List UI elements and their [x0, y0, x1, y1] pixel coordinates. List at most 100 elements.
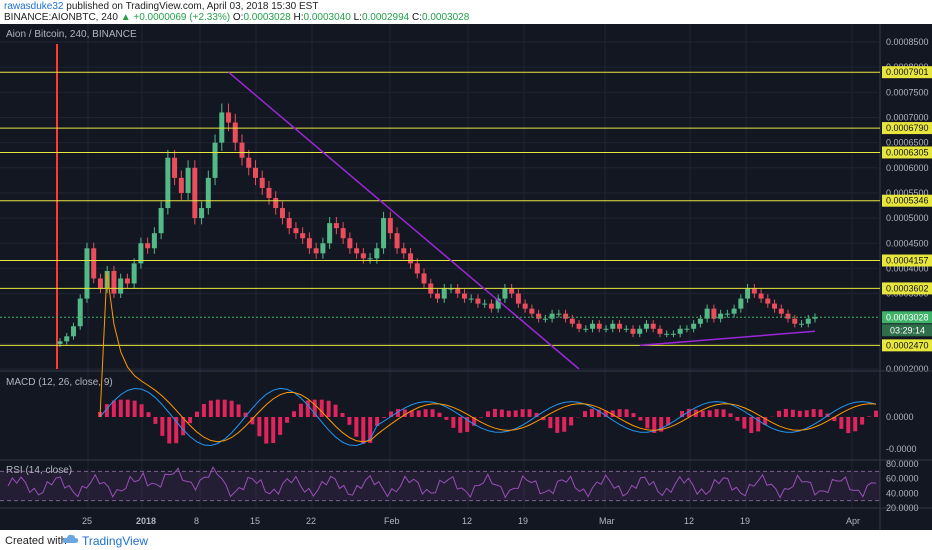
macd-histogram-bar — [589, 408, 594, 417]
macd-histogram-bar — [624, 409, 629, 417]
candle-body — [84, 248, 90, 299]
time-tick-label: 2018 — [136, 516, 156, 526]
candle-body — [306, 238, 312, 249]
level-price-label: 0.0005346 — [886, 196, 929, 206]
candle-body — [556, 313, 562, 315]
candle-body — [738, 298, 744, 309]
candle-body — [731, 308, 737, 314]
author-link[interactable]: rawasduke32 — [4, 1, 64, 12]
macd-histogram-bar — [797, 410, 802, 417]
candle-body — [468, 298, 474, 300]
level-price-tag — [882, 339, 932, 352]
macd-histogram-bar — [479, 417, 484, 418]
macd-histogram-bar — [874, 410, 878, 417]
macd-histogram-bar — [167, 417, 172, 444]
rsi-tick-label: 40.0000 — [886, 488, 919, 498]
macd-histogram-bar — [395, 408, 400, 417]
level-price-tag — [882, 194, 932, 207]
price-tick-label: 0.0004000 — [886, 263, 929, 273]
macd-histogram-bar — [174, 417, 179, 444]
macd-histogram-bar — [104, 404, 109, 417]
candle-body — [603, 328, 609, 330]
macd-histogram-bar — [375, 417, 380, 427]
macd-histogram-bar — [111, 400, 116, 417]
high-value: 0.0003040 — [303, 12, 351, 23]
candle-body — [778, 308, 784, 314]
time-tick-label: Apr — [846, 516, 860, 526]
macd-histogram-bar — [839, 417, 844, 429]
price-tick-label: 0.0007000 — [886, 113, 929, 123]
candle-body — [724, 313, 730, 315]
level-price-tag — [882, 122, 932, 135]
macd-histogram-bar — [250, 417, 255, 425]
macd-histogram-bar — [790, 409, 795, 417]
price-tick-label: 0.0004500 — [886, 238, 929, 248]
candle-body — [421, 273, 427, 284]
level-price-label: 0.0007901 — [886, 67, 929, 77]
close-value: 0.0003028 — [422, 12, 470, 23]
rsi-title: RSI (14, close) — [6, 465, 72, 476]
macd-histogram-bar — [631, 413, 636, 417]
macd-histogram-bar — [728, 413, 733, 417]
candle-body — [542, 318, 548, 320]
candle-body — [138, 243, 144, 264]
candle-body — [502, 288, 508, 299]
candle-body — [461, 293, 467, 299]
candle-body — [104, 270, 110, 289]
symbol-label: BINANCE:AIONBTC, 240 — [4, 12, 118, 23]
macd-histogram-bar — [354, 417, 359, 437]
candle-body — [367, 258, 373, 260]
macd-histogram-bar — [402, 409, 407, 417]
time-tick-label: Mar — [599, 516, 615, 526]
rsi-line — [7, 466, 877, 499]
open-label: O: — [232, 12, 244, 23]
candle-body — [158, 208, 164, 234]
candle-body — [77, 298, 83, 327]
candle-body — [805, 318, 811, 324]
price-change: ▲ +0.0000069 (+2.33%) — [120, 12, 231, 23]
macd-histogram-bar — [208, 400, 213, 417]
level-price-label: 0.0002470 — [886, 340, 929, 350]
macd-histogram-bar — [749, 417, 754, 434]
candle-body — [515, 293, 521, 304]
level-price-tag — [882, 254, 932, 267]
macd-histogram-bar — [312, 399, 317, 417]
macd-histogram-bar — [423, 409, 428, 417]
candle-body — [172, 157, 178, 178]
macd-histogram-bar — [285, 417, 290, 423]
candle-body — [232, 122, 238, 143]
macd-histogram-bar — [742, 417, 747, 429]
chart-area[interactable]: 0.00085000.00080000.00075000.00070000.00… — [0, 24, 932, 530]
candle-body — [718, 313, 724, 319]
macd-histogram-bar — [513, 410, 518, 417]
candle-body — [57, 341, 63, 344]
open-value: 0.0003028 — [243, 12, 291, 23]
price-tick-label: 0.0007500 — [886, 87, 929, 97]
candle-body — [711, 308, 717, 319]
macd-histogram-bar — [271, 417, 276, 444]
candle-body — [643, 323, 649, 329]
macd-histogram-bar — [368, 417, 373, 443]
macd-histogram-bar — [243, 412, 248, 417]
candle-body — [799, 323, 805, 325]
macd-histogram-bar — [763, 417, 768, 425]
candle-body — [91, 248, 97, 279]
macd-histogram-bar — [569, 417, 574, 426]
candle-body — [239, 142, 245, 158]
created-with-label: Created with — [5, 535, 67, 547]
macd-histogram-bar — [444, 417, 449, 420]
tradingview-brand-link[interactable]: TradingView — [82, 534, 149, 548]
candle-body — [226, 112, 232, 123]
candle-body — [327, 223, 333, 244]
candle-body — [70, 326, 76, 337]
macd-histogram-bar — [645, 417, 650, 429]
candle-body — [691, 323, 697, 329]
macd-histogram-bar — [534, 412, 539, 417]
macd-title: MACD (12, 26, close, 9) — [6, 377, 113, 388]
candle-body — [745, 288, 751, 299]
time-tick-label: 22 — [306, 516, 316, 526]
macd-histogram-bar — [527, 409, 532, 417]
candle-body — [455, 288, 461, 294]
macd-histogram-bar — [181, 417, 186, 436]
chart-header: rawasduke32 published on TradingView.com… — [0, 0, 932, 24]
